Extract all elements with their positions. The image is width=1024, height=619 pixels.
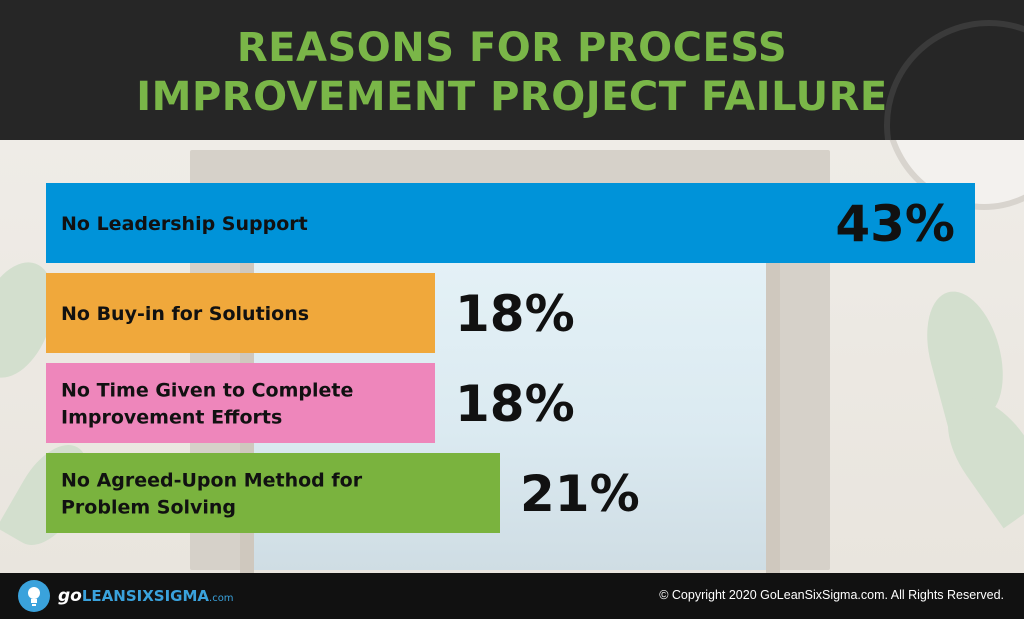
logo-text: goLEANSIXSIGMA.com	[58, 586, 234, 606]
value-label-1: 43%	[835, 195, 955, 253]
bar-3	[46, 363, 435, 443]
title-line-2: IMPROVEMENT PROJECT FAILURE	[136, 74, 888, 120]
logo-com: .com	[209, 593, 234, 604]
bar-label-4: No Agreed-Upon Method for Problem Solving	[61, 470, 363, 519]
value-label-2: 18%	[455, 285, 575, 343]
bar-1	[46, 183, 975, 263]
logo-go: go	[58, 586, 82, 606]
bar-label-1: No Leadership Support	[61, 213, 308, 235]
footer: goLEANSIXSIGMA.com © Copyright 2020 GoLe…	[0, 573, 1024, 619]
title-line-1: REASONS FOR PROCESS	[236, 25, 788, 71]
window-frame-right	[766, 255, 780, 573]
lightbulb-icon	[18, 580, 50, 612]
bar-2	[46, 273, 435, 353]
value-label-4: 21%	[520, 465, 640, 523]
logo: goLEANSIXSIGMA.com	[18, 580, 234, 612]
value-label-3: 18%	[455, 375, 575, 433]
logo-main: LEANSIXSIGMA	[81, 587, 210, 605]
bar-4	[46, 453, 500, 533]
header: REASONS FOR PROCESS IMPROVEMENT PROJECT …	[0, 0, 1024, 140]
bar-label-3: No Time Given to Complete Improvement Eff…	[61, 380, 353, 429]
copyright-text: © Copyright 2020 GoLeanSixSigma.com. All…	[659, 588, 1004, 602]
chart-title: REASONS FOR PROCESS IMPROVEMENT PROJECT …	[0, 24, 1024, 122]
bar-label-2: No Buy-in for Solutions	[61, 303, 309, 325]
